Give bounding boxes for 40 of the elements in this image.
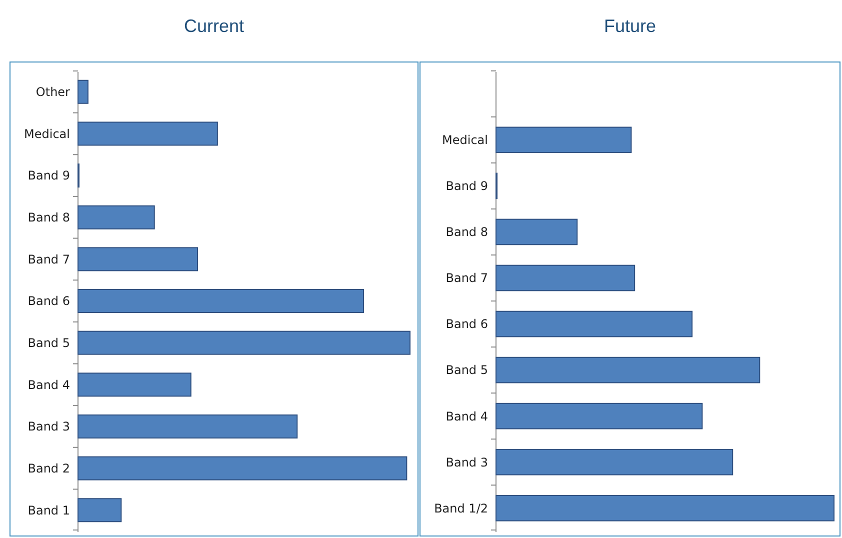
bar xyxy=(496,356,760,384)
bar xyxy=(78,205,155,230)
chart-title: Future xyxy=(604,16,656,36)
y-tick-label: Band 7 xyxy=(28,252,70,266)
bar xyxy=(496,126,632,154)
y-tick-label: Band 9 xyxy=(446,179,488,194)
y-tick-label: Band 3 xyxy=(446,455,488,470)
y-tick-label: Band 7 xyxy=(446,271,488,286)
y-tick-label: Medical xyxy=(24,126,70,141)
y-tick-label: Band 8 xyxy=(446,225,488,240)
y-tick-label: Band 5 xyxy=(28,336,70,350)
y-tick-label: Band 4 xyxy=(28,378,70,392)
y-tick-label: Other xyxy=(36,85,70,100)
bar xyxy=(78,330,410,355)
bar xyxy=(78,414,298,438)
bar xyxy=(496,402,703,430)
y-tick-label: Band 3 xyxy=(28,420,70,434)
bar xyxy=(496,264,636,292)
y-tick-label: Band 4 xyxy=(446,409,488,424)
bar xyxy=(496,448,734,476)
bar xyxy=(78,289,364,314)
bar xyxy=(78,80,88,104)
y-tick-label: Band 1/2 xyxy=(434,501,488,516)
bar xyxy=(78,372,192,397)
bar xyxy=(496,218,578,246)
y-tick-label: Band 9 xyxy=(28,168,70,183)
bar xyxy=(496,494,834,522)
y-tick-label: Band 2 xyxy=(28,462,70,476)
y-tick-label: Band 8 xyxy=(28,210,70,225)
bar xyxy=(78,247,198,272)
y-tick-label: Band 5 xyxy=(446,363,488,378)
y-tick-label: Medical xyxy=(442,133,488,148)
y-tick-label: Band 6 xyxy=(446,317,488,332)
bar xyxy=(496,310,693,338)
chart-title: Current xyxy=(184,16,244,36)
bar xyxy=(78,122,218,146)
y-tick-label: Band 6 xyxy=(28,294,70,308)
bar xyxy=(78,456,408,480)
bar xyxy=(78,498,122,522)
y-tick-label: Band 1 xyxy=(28,503,70,518)
